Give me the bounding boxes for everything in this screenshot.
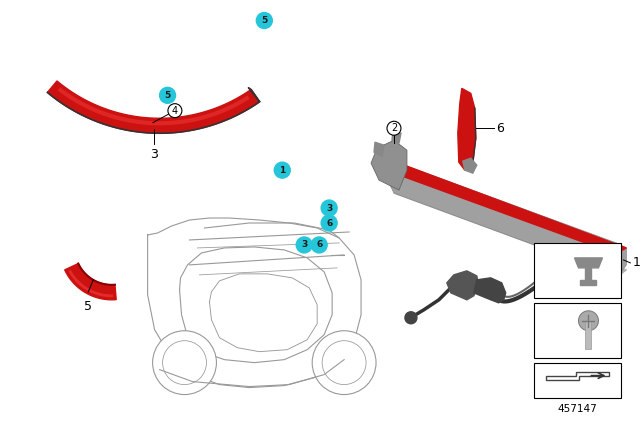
- Bar: [586, 321, 591, 349]
- Circle shape: [387, 121, 401, 135]
- Text: 6: 6: [316, 241, 323, 250]
- Circle shape: [312, 331, 376, 395]
- Text: 3: 3: [326, 203, 332, 212]
- Circle shape: [159, 87, 175, 103]
- Polygon shape: [392, 131, 401, 143]
- Text: 4: 4: [540, 266, 547, 276]
- Circle shape: [168, 103, 182, 118]
- Polygon shape: [458, 88, 476, 170]
- Text: 457147: 457147: [557, 404, 597, 414]
- Polygon shape: [371, 140, 407, 190]
- Text: 5: 5: [84, 300, 92, 313]
- Bar: [534, 303, 621, 358]
- Text: 5: 5: [164, 91, 171, 100]
- Text: 5: 5: [261, 16, 268, 25]
- Circle shape: [163, 340, 207, 384]
- Text: 6: 6: [326, 219, 332, 228]
- Text: 3: 3: [301, 241, 307, 250]
- Circle shape: [275, 162, 291, 178]
- Text: 3: 3: [150, 147, 157, 160]
- Bar: [586, 268, 591, 281]
- Bar: [534, 243, 621, 298]
- Text: 6: 6: [496, 122, 504, 135]
- Polygon shape: [394, 166, 627, 254]
- Polygon shape: [394, 186, 627, 276]
- Circle shape: [257, 13, 272, 29]
- Text: 2: 2: [540, 326, 547, 336]
- Polygon shape: [47, 81, 260, 133]
- Circle shape: [321, 200, 337, 216]
- Polygon shape: [248, 87, 260, 102]
- Polygon shape: [65, 263, 116, 300]
- Polygon shape: [389, 163, 627, 276]
- Bar: [580, 280, 596, 285]
- Text: 2: 2: [391, 123, 397, 133]
- Circle shape: [296, 237, 312, 253]
- Circle shape: [579, 311, 598, 331]
- Circle shape: [405, 312, 417, 324]
- Polygon shape: [545, 372, 609, 379]
- Circle shape: [311, 237, 327, 253]
- Circle shape: [321, 215, 337, 231]
- Polygon shape: [374, 142, 384, 156]
- Polygon shape: [474, 278, 506, 303]
- Polygon shape: [463, 158, 477, 173]
- Text: 1: 1: [279, 166, 285, 175]
- Polygon shape: [575, 258, 602, 268]
- Text: 4: 4: [172, 106, 178, 116]
- Bar: [534, 362, 621, 397]
- Circle shape: [322, 340, 366, 384]
- Polygon shape: [447, 271, 479, 300]
- Circle shape: [152, 331, 216, 395]
- Text: 1: 1: [632, 256, 640, 269]
